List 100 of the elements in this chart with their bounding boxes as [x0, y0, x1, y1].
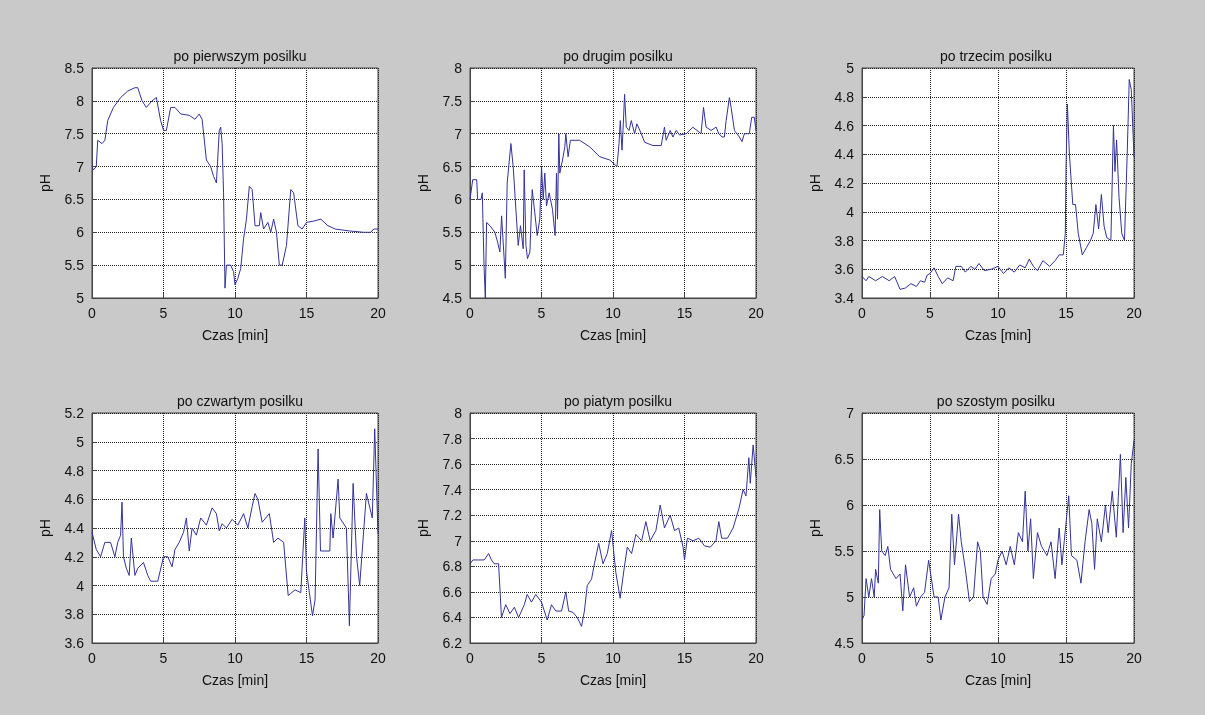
- y-tick-label: 5.5: [834, 543, 855, 559]
- x-tick-label: 15: [1058, 650, 1074, 666]
- y-tick-label: 8: [454, 60, 463, 76]
- x-tick-label: 5: [926, 650, 935, 666]
- x-tick-label: 5: [537, 650, 546, 666]
- y-tick-label: 6: [454, 191, 463, 208]
- x-tick-label: 10: [227, 650, 243, 666]
- x-tick-label: 5: [159, 650, 168, 666]
- x-axis-title: Czas [min]: [201, 672, 269, 688]
- y-tick-label: 7.6: [442, 456, 463, 473]
- y-tick-label: 6.8: [442, 558, 463, 575]
- y-tick-label: 4: [846, 203, 855, 220]
- y-tick-label: 8: [76, 92, 85, 109]
- y-tick-label: 4.8: [64, 462, 85, 479]
- x-tick-label: 20: [370, 305, 386, 321]
- line-series: [469, 444, 757, 627]
- y-tick-label: 6.2: [442, 635, 463, 651]
- y-axis-title: pH: [415, 174, 431, 192]
- y-tick-label: 7: [846, 405, 855, 421]
- y-tick-label: 4.8: [834, 88, 855, 105]
- x-tick-label: 5: [926, 305, 935, 321]
- y-tick-label: 6.5: [64, 191, 85, 208]
- x-tick-label: 20: [1126, 305, 1142, 321]
- x-tick-label: 5: [537, 305, 546, 321]
- y-tick-label: 3.6: [64, 635, 85, 651]
- y-tick-label: 8: [454, 405, 463, 421]
- x-tick-label: 10: [605, 305, 621, 321]
- x-tick-label: 0: [858, 650, 867, 666]
- y-tick-label: 5.5: [64, 257, 85, 274]
- y-tick-label: 5: [846, 60, 855, 76]
- x-tick-label: 10: [990, 305, 1006, 321]
- x-axis-title: Czas [min]: [579, 327, 647, 343]
- x-tick-label: 10: [605, 650, 621, 666]
- y-tick-label: 7: [454, 532, 463, 549]
- y-tick-label: 3.6: [834, 261, 855, 278]
- y-tick-label: 5.5: [442, 224, 463, 241]
- x-tick-label: 15: [298, 650, 315, 666]
- y-tick-label: 3.8: [834, 232, 855, 249]
- chart-title: po piatym posilku: [563, 393, 673, 409]
- y-tick-label: 4.5: [834, 635, 855, 651]
- line-series: [861, 440, 1135, 621]
- x-tick-label: 20: [1126, 650, 1142, 666]
- line-series: [91, 428, 379, 627]
- y-tick-label: 6.5: [834, 451, 855, 467]
- chart-title: po czwartym posilku: [176, 393, 304, 409]
- y-tick-label: 8.5: [64, 60, 85, 76]
- y-tick-label: 3.4: [834, 290, 855, 306]
- y-tick-label: 4: [76, 577, 85, 594]
- y-tick-label: 5: [846, 589, 855, 605]
- x-tick-label: 0: [88, 650, 97, 666]
- x-axis-title: Czas [min]: [201, 327, 269, 343]
- y-tick-label: 4.4: [834, 146, 855, 163]
- y-tick-label: 4.4: [64, 520, 85, 536]
- y-tick-label: 7.4: [442, 481, 463, 498]
- y-tick-label: 6.4: [442, 609, 463, 626]
- x-tick-label: 5: [159, 305, 168, 321]
- y-tick-label: 6.5: [442, 158, 463, 175]
- y-tick-label: 7.8: [442, 430, 463, 447]
- x-axis-title: Czas [min]: [964, 327, 1032, 343]
- y-tick-label: 7: [76, 158, 85, 175]
- y-tick-label: 5: [76, 290, 85, 306]
- line-series: [91, 87, 379, 289]
- chart-title: po szostym posilku: [936, 393, 1056, 409]
- x-tick-label: 15: [676, 650, 693, 666]
- x-tick-label: 15: [298, 305, 315, 321]
- y-tick-label: 4.2: [834, 175, 855, 191]
- x-tick-label: 15: [676, 305, 693, 321]
- y-axis-title: pH: [37, 174, 53, 192]
- y-tick-label: 7: [454, 125, 463, 142]
- line-series: [861, 79, 1135, 290]
- x-tick-label: 0: [88, 305, 97, 321]
- y-tick-label: 7.2: [442, 507, 463, 524]
- y-axis-title: pH: [807, 174, 823, 192]
- y-tick-label: 7.5: [442, 92, 463, 109]
- x-tick-label: 0: [858, 305, 867, 321]
- x-tick-label: 20: [748, 650, 764, 666]
- y-axis-title: pH: [807, 519, 823, 537]
- y-tick-label: 4.6: [834, 117, 855, 134]
- y-tick-label: 5: [454, 257, 463, 274]
- chart-title: po pierwszym posilku: [173, 48, 307, 64]
- x-axis-title: Czas [min]: [579, 672, 647, 688]
- x-tick-label: 20: [370, 650, 386, 666]
- y-tick-label: 7.5: [64, 125, 85, 142]
- x-tick-label: 15: [1058, 305, 1074, 321]
- chart-title: po trzecim posilku: [939, 48, 1053, 64]
- x-axis-title: Czas [min]: [964, 672, 1032, 688]
- y-tick-label: 6.6: [442, 583, 463, 600]
- y-tick-label: 3.8: [64, 606, 85, 623]
- y-axis-title: pH: [37, 519, 53, 537]
- y-tick-label: 5: [76, 433, 85, 450]
- x-tick-label: 0: [466, 650, 475, 666]
- y-tick-label: 4.6: [64, 491, 85, 508]
- x-tick-label: 0: [466, 305, 475, 321]
- y-tick-label: 5.2: [64, 405, 85, 421]
- x-tick-label: 10: [227, 305, 243, 321]
- y-tick-label: 4.2: [64, 548, 85, 565]
- y-tick-label: 4.5: [442, 290, 463, 306]
- x-tick-label: 10: [990, 650, 1006, 666]
- chart-title: po drugim posilku: [563, 48, 673, 64]
- x-tick-label: 20: [748, 305, 764, 321]
